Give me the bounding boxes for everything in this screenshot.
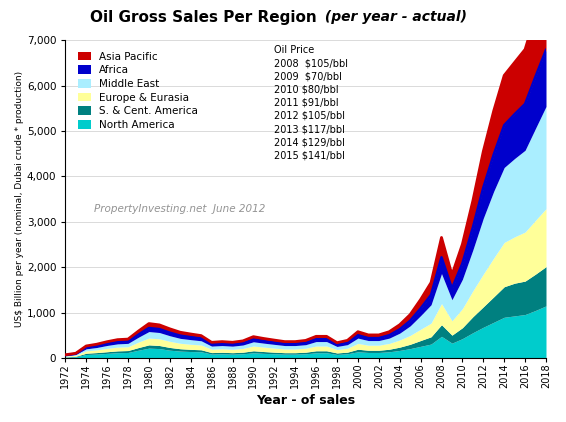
Text: (per year - actual): (per year - actual) [320,10,467,24]
X-axis label: Year - of sales: Year - of sales [256,394,355,407]
Text: PropertyInvesting.net  June 2012: PropertyInvesting.net June 2012 [94,204,265,214]
Y-axis label: US$ Billion per year (nominal, Dubai crude * production): US$ Billion per year (nominal, Dubai cru… [15,71,24,327]
Text: Oil Price
2008  $105/bbl
2009  $70/bbl
2010 $80/bbl
2011 $91/bbl
2012 $105/bbl
2: Oil Price 2008 $105/bbl 2009 $70/bbl 201… [275,45,349,160]
Legend: Asia Pacific, Africa, Middle East, Europe & Eurasia, S. & Cent. America, North A: Asia Pacific, Africa, Middle East, Europ… [75,49,201,133]
Text: Oil Gross Sales Per Region: Oil Gross Sales Per Region [91,10,317,25]
